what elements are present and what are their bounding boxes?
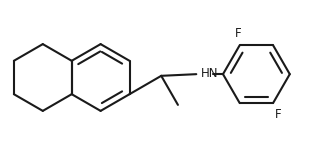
Text: F: F <box>275 108 282 121</box>
Text: HN: HN <box>201 67 218 80</box>
Text: F: F <box>235 27 241 40</box>
